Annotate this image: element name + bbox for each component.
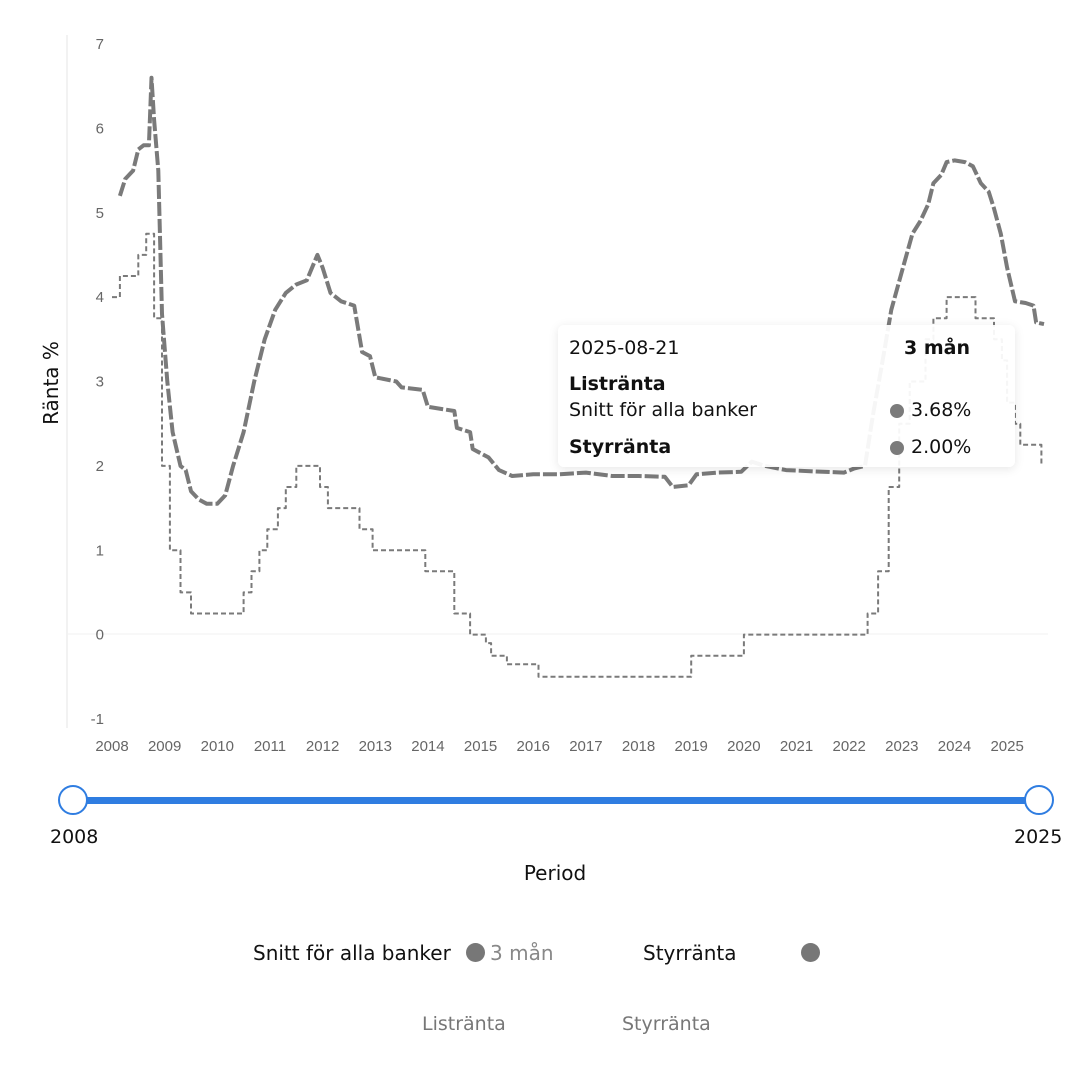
tooltip-series1-title: Listränta bbox=[569, 373, 666, 395]
period-range-track[interactable] bbox=[72, 797, 1038, 804]
x-tick-label: 2024 bbox=[938, 738, 971, 755]
x-tick-label: 2014 bbox=[411, 738, 444, 755]
tooltip-series2-value: 2.00% bbox=[911, 436, 972, 458]
x-tick-label: 2022 bbox=[832, 738, 865, 755]
x-tick-label: 2010 bbox=[201, 738, 234, 755]
y-tick-label: 3 bbox=[96, 374, 104, 391]
bank-selector-label[interactable]: Snitt för alla banker bbox=[253, 941, 451, 965]
series-layer bbox=[112, 75, 1045, 678]
y-tick-label: 6 bbox=[96, 120, 104, 137]
tooltip-series1-marker-icon bbox=[890, 404, 904, 418]
x-tick-label: 2012 bbox=[306, 738, 339, 755]
tooltip-period: 3 mån bbox=[904, 337, 970, 359]
y-axis-label: Ränta % bbox=[39, 341, 63, 425]
series-line-styrranta bbox=[112, 232, 1043, 678]
policy-rate-selector-label[interactable]: Styrränta bbox=[643, 941, 737, 965]
x-tick-label: 2025 bbox=[990, 738, 1023, 755]
x-tick-labels: 2008 2009 2010 2011 2012 2013 2014 2015 2016 2017… bbox=[95, 738, 1024, 755]
y-tick-label: -1 bbox=[91, 711, 104, 728]
tooltip-series1-value: 3.68% bbox=[911, 399, 972, 421]
tooltip-series2-marker-icon bbox=[890, 441, 904, 455]
x-tick-label: 2009 bbox=[148, 738, 181, 755]
range-start-label: 2008 bbox=[50, 826, 99, 848]
range-start-handle[interactable] bbox=[58, 785, 88, 815]
legend-styrranta-label[interactable]: Styrränta bbox=[622, 1013, 711, 1035]
x-axis-title: Period bbox=[523, 861, 587, 885]
bank-selector-dot-icon[interactable] bbox=[466, 943, 485, 962]
range-end-handle[interactable] bbox=[1024, 785, 1054, 815]
x-tick-label: 2020 bbox=[727, 738, 760, 755]
y-tick-labels: -1 0 1 2 3 4 5 6 7 bbox=[91, 36, 104, 728]
y-tick-label: 7 bbox=[96, 36, 104, 53]
tooltip-date: 2025-08-21 bbox=[569, 337, 680, 359]
policy-rate-selector-dot-icon[interactable] bbox=[801, 943, 820, 962]
x-tick-label: 2018 bbox=[622, 738, 655, 755]
x-tick-label: 2017 bbox=[569, 738, 602, 755]
tooltip-series2-title: Styrränta bbox=[569, 436, 672, 458]
y-tick-label: 1 bbox=[96, 542, 104, 559]
data-tooltip: 2025-08-21 3 mån Listränta Snitt för all… bbox=[558, 325, 1015, 467]
tooltip-series1-label: Snitt för alla banker bbox=[569, 399, 757, 421]
x-tick-label: 2021 bbox=[780, 738, 813, 755]
range-end-label: 2025 bbox=[1014, 826, 1063, 848]
x-tick-label: 2008 bbox=[95, 738, 128, 755]
term-selector-label[interactable]: 3 mån bbox=[490, 941, 554, 965]
x-tick-label: 2011 bbox=[254, 738, 286, 755]
x-tick-label: 2013 bbox=[359, 738, 392, 755]
legend-listranta-label[interactable]: Listränta bbox=[422, 1013, 506, 1035]
x-tick-label: 2023 bbox=[885, 738, 918, 755]
y-tick-label: 5 bbox=[96, 205, 104, 222]
x-tick-label: 2015 bbox=[464, 738, 497, 755]
y-tick-label: 2 bbox=[96, 458, 104, 475]
y-tick-label: 4 bbox=[96, 289, 104, 306]
y-tick-label: 0 bbox=[96, 627, 104, 644]
x-tick-label: 2019 bbox=[675, 738, 708, 755]
series-line-listranta bbox=[117, 75, 1045, 506]
x-tick-label: 2016 bbox=[517, 738, 550, 755]
